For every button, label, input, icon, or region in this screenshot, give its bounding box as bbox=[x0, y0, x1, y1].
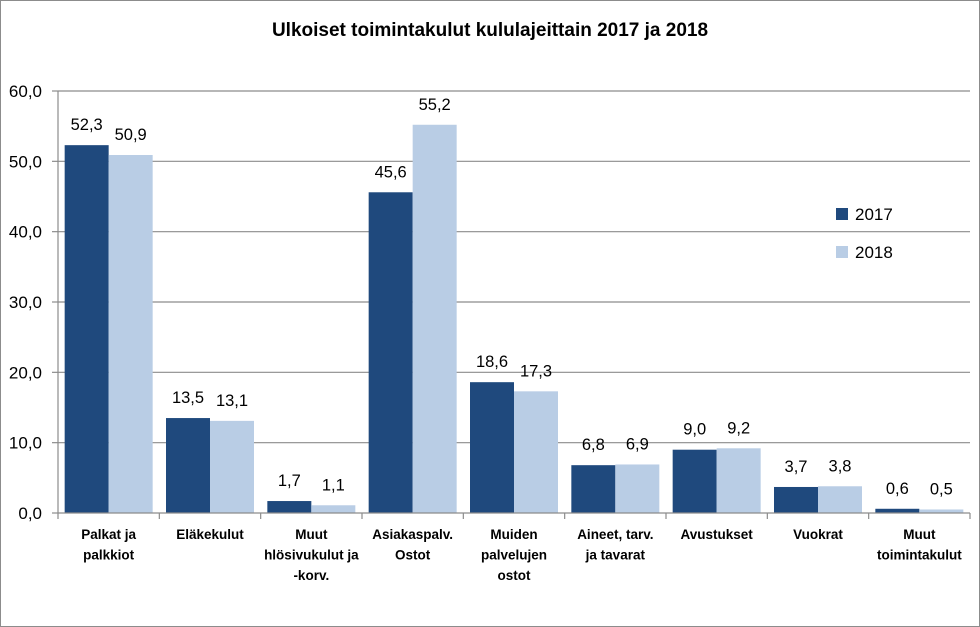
bar-2017 bbox=[875, 508, 920, 513]
data-label-2018: 3,8 bbox=[829, 457, 852, 475]
bar-2017 bbox=[267, 501, 312, 513]
bar-2018 bbox=[108, 155, 153, 513]
chart-title: Ulkoiset toimintakulut kululajeittain 20… bbox=[272, 20, 708, 41]
data-label-2017: 52,3 bbox=[71, 116, 103, 134]
y-tick-label: 0,0 bbox=[18, 504, 42, 523]
bar-2017 bbox=[672, 449, 717, 513]
data-label-2017: 6,8 bbox=[582, 436, 605, 454]
bar-2017 bbox=[774, 486, 818, 513]
data-label-2018: 1,1 bbox=[322, 476, 345, 494]
data-labels: 52,3 50,9 13,5 13,1 1,7 1,1 45,6 55,2 18,6 17,3 6,… bbox=[71, 96, 953, 499]
data-label-2017: 3,7 bbox=[785, 458, 808, 476]
bar-2017 bbox=[571, 465, 616, 513]
bar-2017 bbox=[166, 418, 210, 513]
data-label-2017: 13,5 bbox=[172, 389, 204, 407]
bar-2018 bbox=[514, 391, 558, 513]
data-label-2018: 13,1 bbox=[216, 392, 248, 410]
x-axis: Palkat ja palkkiot Eläkekulut Muut hlösivuku… bbox=[57, 512, 971, 583]
data-label-2017: 0,6 bbox=[886, 480, 909, 498]
legend-swatch-2018 bbox=[836, 246, 848, 258]
data-label-2018: 50,9 bbox=[115, 126, 147, 144]
y-tick-label: 20,0 bbox=[9, 363, 42, 382]
category-label: Muut hlösivukulut ja -korv. bbox=[264, 527, 359, 583]
category-label: Aineet, tarv. ja tavarat bbox=[577, 527, 653, 563]
legend-label-2017: 2017 bbox=[855, 205, 893, 224]
category-label: Avustukset bbox=[681, 527, 754, 542]
bar-2017 bbox=[64, 145, 109, 513]
y-tick-label: 50,0 bbox=[9, 152, 42, 171]
legend-swatch-2017 bbox=[836, 208, 848, 220]
data-label-2018: 0,5 bbox=[930, 480, 953, 498]
y-tick-label: 40,0 bbox=[9, 223, 42, 242]
category-label: Palkat ja palkkiot bbox=[81, 527, 136, 563]
data-label-2017: 9,0 bbox=[683, 421, 706, 439]
category-label: Muut toimintakulut bbox=[877, 527, 962, 563]
y-tick-label: 60,0 bbox=[9, 82, 42, 101]
bar-2018 bbox=[716, 448, 761, 513]
bars bbox=[64, 124, 964, 513]
y-tick-label: 10,0 bbox=[9, 434, 42, 453]
data-label-2018: 9,2 bbox=[727, 419, 750, 437]
bar-2018 bbox=[615, 464, 660, 513]
bar-2018 bbox=[311, 505, 356, 513]
category-label: Muiden palvelujen ostot bbox=[481, 527, 547, 583]
data-label-2017: 18,6 bbox=[476, 353, 508, 371]
data-label-2018: 17,3 bbox=[520, 362, 552, 380]
category-label: Vuokrat bbox=[793, 527, 843, 542]
data-label-2018: 55,2 bbox=[419, 96, 451, 114]
bar-2017 bbox=[470, 382, 514, 513]
data-label-2017: 1,7 bbox=[278, 472, 301, 490]
y-tick-label: 30,0 bbox=[9, 293, 42, 312]
data-label-2017: 45,6 bbox=[375, 163, 407, 181]
bar-2017 bbox=[368, 192, 413, 513]
bar-2018 bbox=[818, 486, 862, 513]
data-label-2018: 6,9 bbox=[626, 435, 649, 453]
y-axis: 0,0 10,0 20,0 30,0 40,0 50,0 60,0 bbox=[9, 82, 59, 523]
bar-2018 bbox=[919, 509, 964, 513]
bar-2018 bbox=[412, 124, 457, 513]
category-label: Asiakaspalv. Ostot bbox=[372, 527, 453, 563]
category-label: Eläkekulut bbox=[176, 527, 244, 542]
legend: 2017 2018 bbox=[836, 205, 893, 262]
legend-label-2018: 2018 bbox=[855, 243, 893, 262]
bar-2018 bbox=[210, 420, 254, 513]
